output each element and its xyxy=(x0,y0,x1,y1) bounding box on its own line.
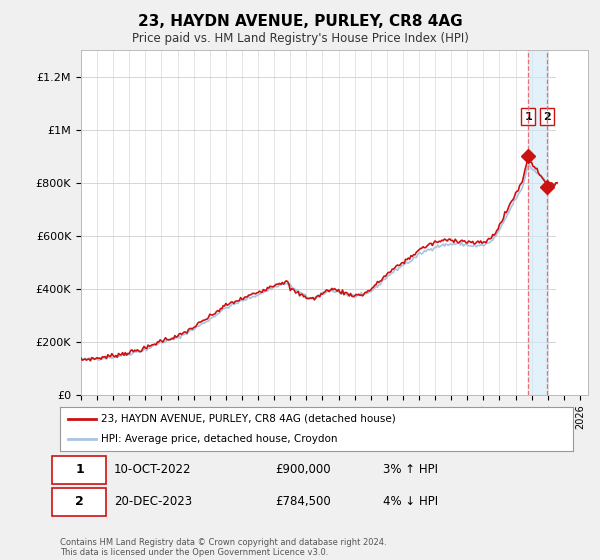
Text: 23, HAYDN AVENUE, PURLEY, CR8 4AG: 23, HAYDN AVENUE, PURLEY, CR8 4AG xyxy=(137,14,463,29)
Text: 2: 2 xyxy=(544,111,551,122)
Text: 2: 2 xyxy=(75,496,84,508)
Bar xyxy=(556,50,588,395)
Text: 10-OCT-2022: 10-OCT-2022 xyxy=(114,463,191,476)
Text: £784,500: £784,500 xyxy=(275,496,331,508)
Bar xyxy=(528,50,547,395)
Text: HPI: Average price, detached house, Croydon: HPI: Average price, detached house, Croy… xyxy=(101,434,338,444)
Text: 20-DEC-2023: 20-DEC-2023 xyxy=(114,496,192,508)
Text: 1: 1 xyxy=(75,463,84,476)
FancyBboxPatch shape xyxy=(52,455,106,484)
FancyBboxPatch shape xyxy=(52,488,106,516)
Text: 23, HAYDN AVENUE, PURLEY, CR8 4AG (detached house): 23, HAYDN AVENUE, PURLEY, CR8 4AG (detac… xyxy=(101,414,396,424)
Text: Price paid vs. HM Land Registry's House Price Index (HPI): Price paid vs. HM Land Registry's House … xyxy=(131,32,469,45)
Text: £900,000: £900,000 xyxy=(275,463,331,476)
Text: Contains HM Land Registry data © Crown copyright and database right 2024.
This d: Contains HM Land Registry data © Crown c… xyxy=(60,538,386,557)
Text: 4% ↓ HPI: 4% ↓ HPI xyxy=(383,496,439,508)
Text: 3% ↑ HPI: 3% ↑ HPI xyxy=(383,463,438,476)
Text: 1: 1 xyxy=(524,111,532,122)
